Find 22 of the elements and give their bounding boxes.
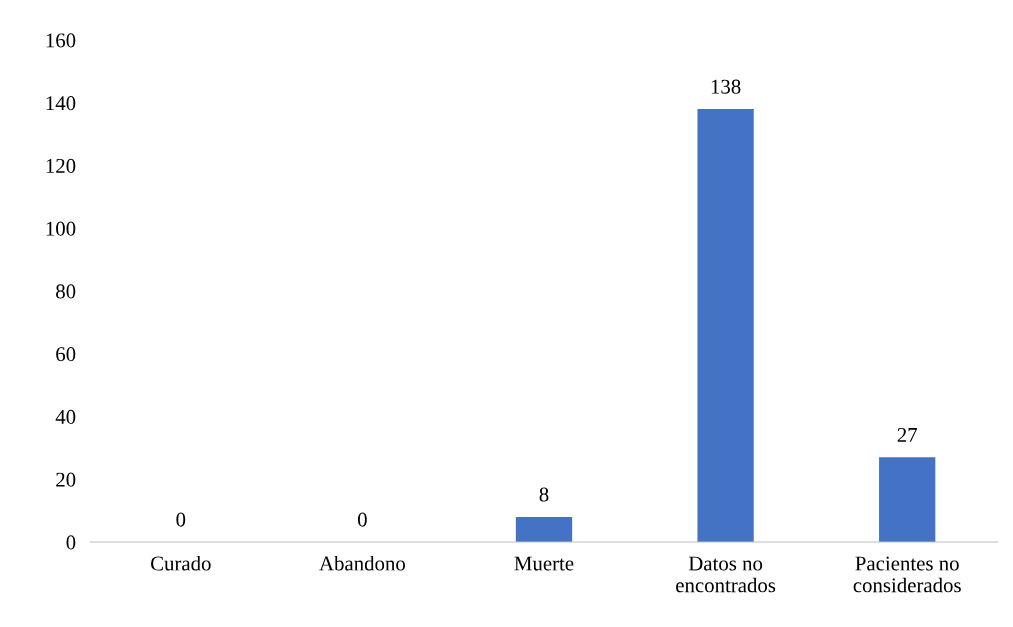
- data-label: 0: [357, 512, 367, 527]
- data-label: 8: [539, 487, 549, 502]
- y-tick-label: 160: [46, 33, 76, 48]
- y-tick-label: 40: [55, 409, 76, 424]
- x-tick-label: Pacientes no considerados: [853, 556, 961, 593]
- bar: [515, 516, 573, 542]
- data-label: 0: [176, 512, 186, 527]
- bar: [879, 457, 936, 542]
- y-tick-label: 20: [56, 472, 76, 487]
- x-tick-label: Curado: [150, 555, 211, 571]
- y-tick-label: 60: [56, 347, 76, 362]
- bar: [697, 109, 754, 542]
- y-tick-label: 0: [66, 535, 76, 550]
- data-label: 27: [897, 427, 918, 442]
- x-tick-label: Abandono: [319, 555, 405, 571]
- y-tick-label: 140: [46, 96, 76, 111]
- data-label: 138: [711, 79, 741, 94]
- y-tick-label: 80: [56, 284, 76, 299]
- y-tick-label: 100: [46, 221, 76, 236]
- x-tick-label: Muerte: [514, 556, 574, 571]
- y-tick-label: 120: [46, 158, 76, 173]
- x-tick-label: Datos no encontrados: [676, 556, 776, 593]
